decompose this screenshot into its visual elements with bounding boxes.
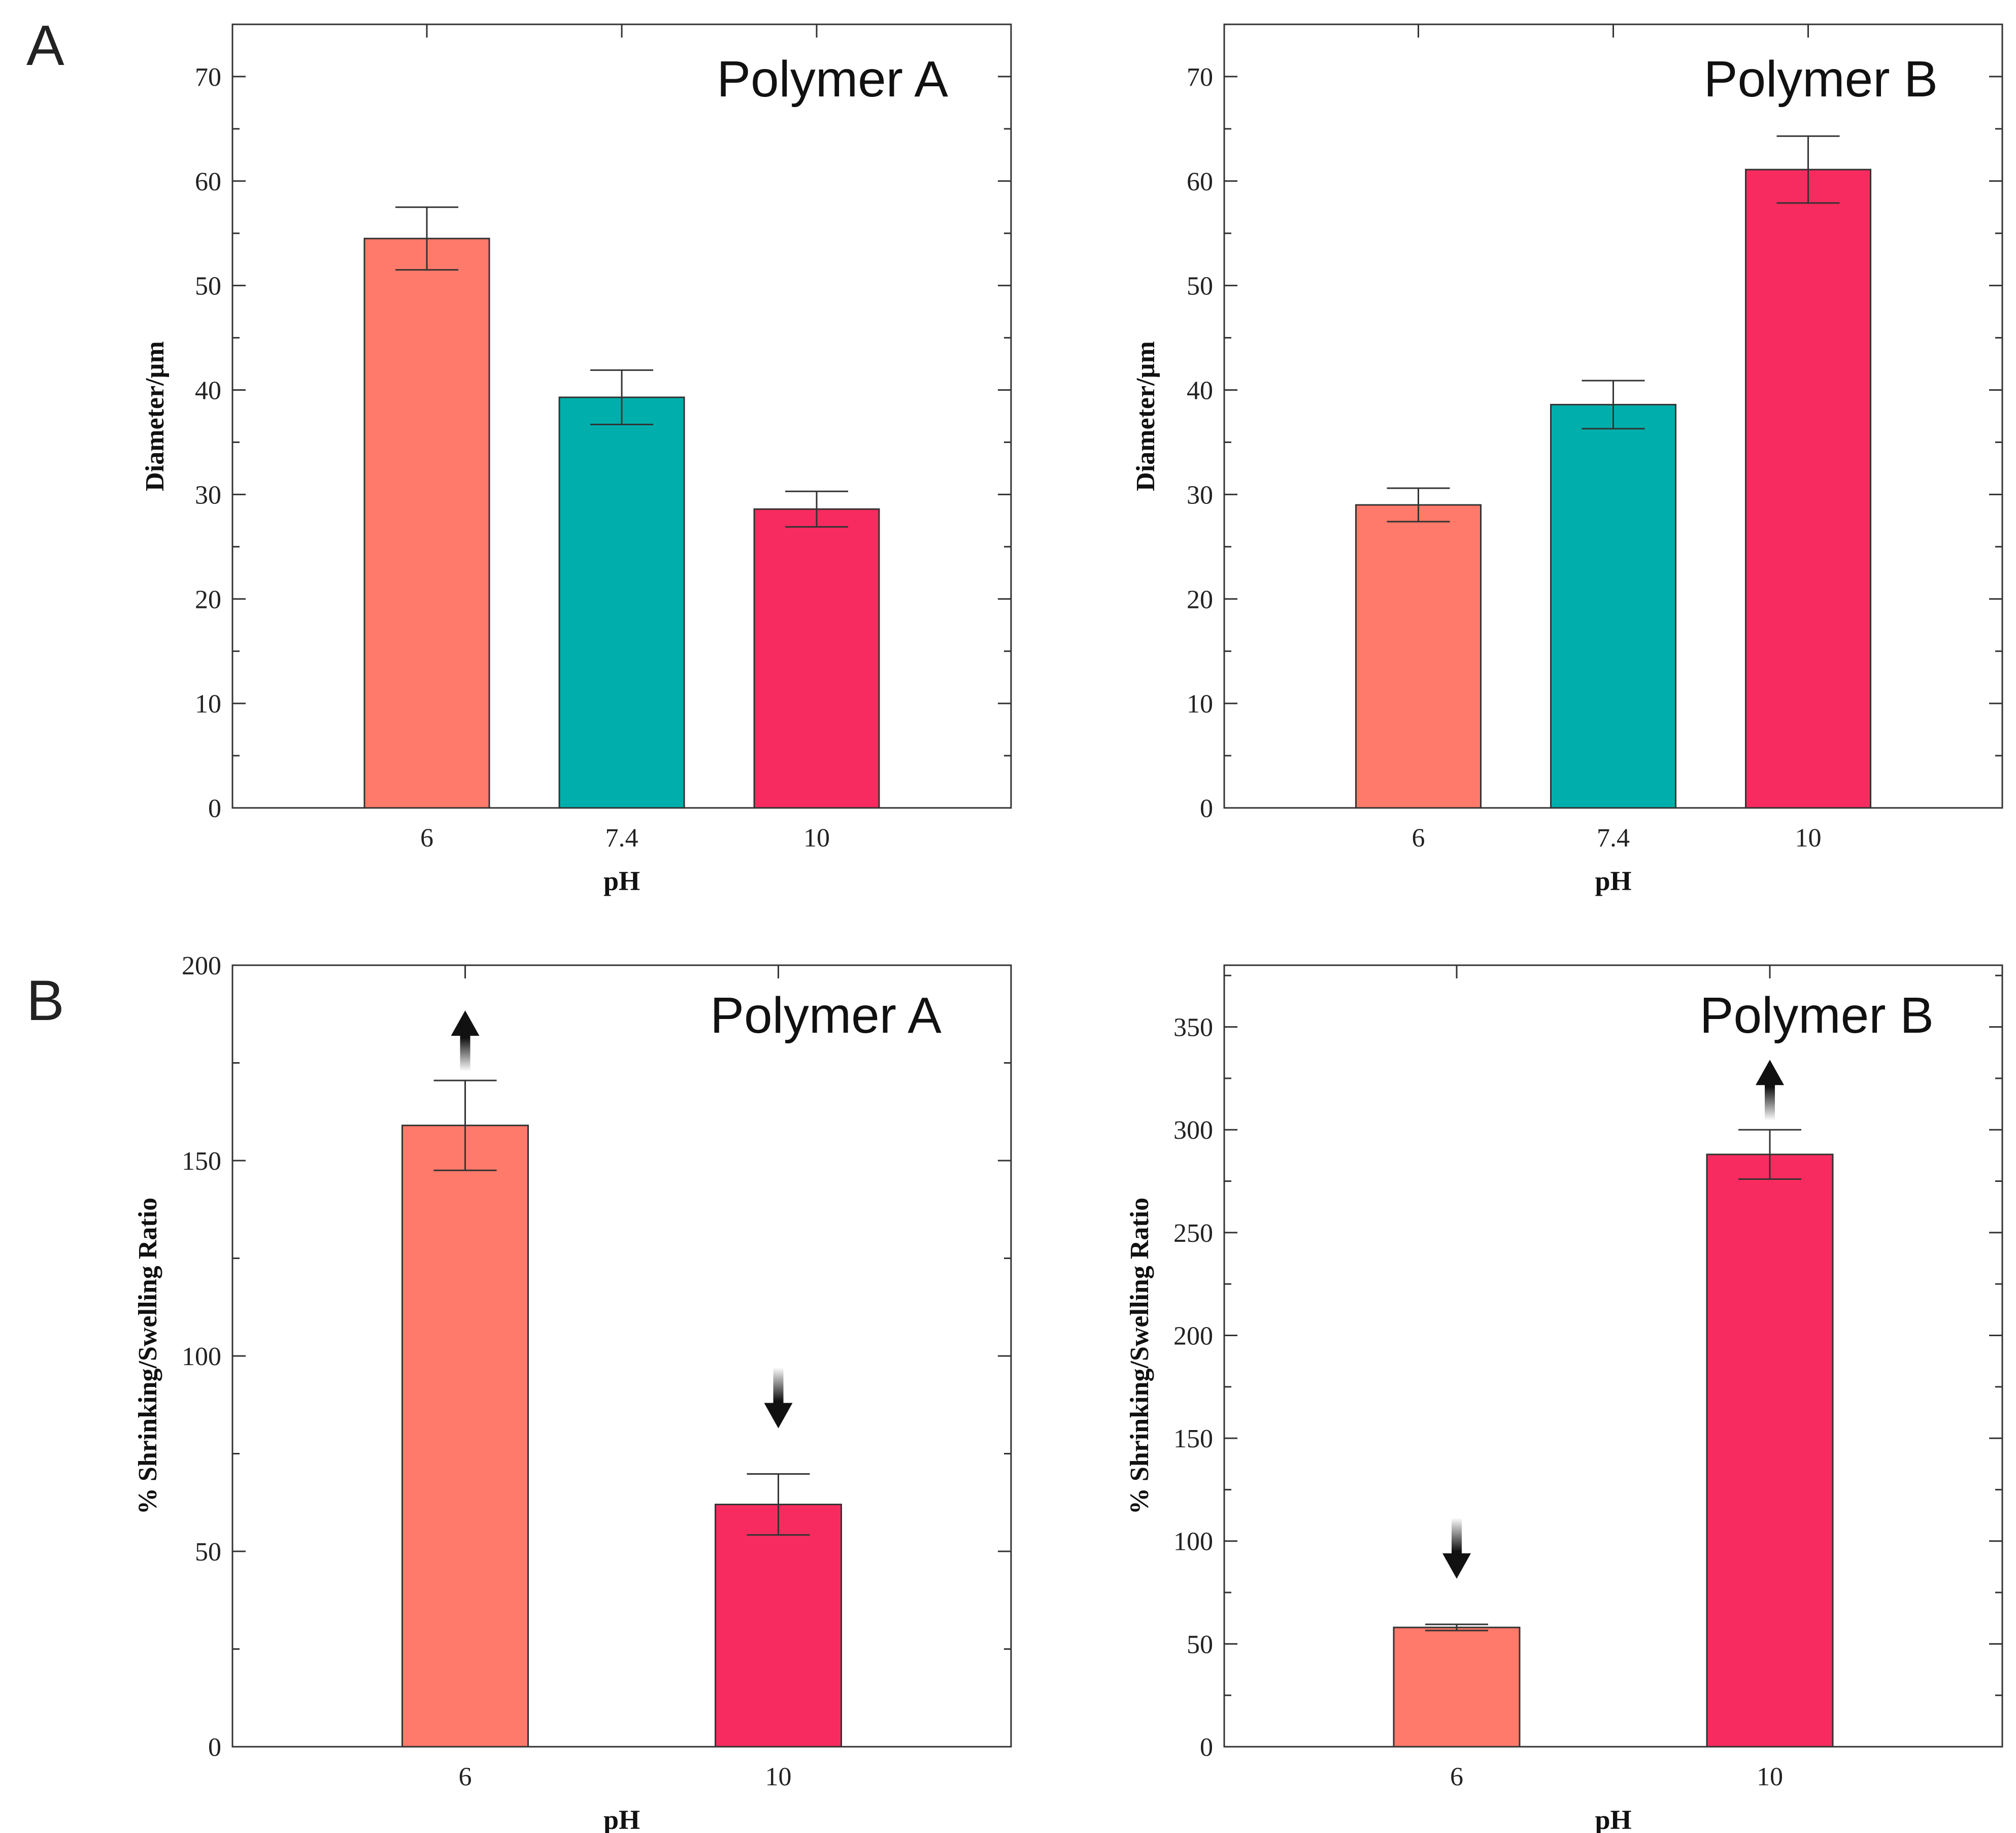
y-tick-label: 60 — [1187, 167, 1213, 196]
y-tick-label: 100 — [1173, 1528, 1213, 1556]
bar-ph-6 — [1355, 504, 1482, 809]
bar-ph-10 — [1745, 168, 1871, 809]
error-bar — [785, 490, 848, 528]
chart-title: Polymer A — [710, 987, 942, 1044]
plot-frame — [231, 964, 1012, 1748]
x-tick-label: 10 — [1795, 824, 1822, 853]
error-bar — [1387, 487, 1450, 523]
y-tick-label: 30 — [195, 481, 221, 510]
shrinking-arrow-down-icon — [764, 1367, 793, 1429]
x-axis-label: pH — [603, 1805, 640, 1833]
y-tick-label: 200 — [1173, 1321, 1213, 1350]
chart-title: Polymer B — [1700, 987, 1934, 1044]
y-axis-label: Diameter/µm — [141, 341, 170, 491]
y-tick-label: 0 — [1200, 1733, 1213, 1762]
bar-ph-10 — [715, 1504, 842, 1748]
error-bar — [1425, 1623, 1488, 1632]
bar-ph-6 — [1393, 1626, 1521, 1748]
y-axis-label: Diameter/µm — [1131, 341, 1160, 491]
x-tick-label: 10 — [803, 824, 830, 853]
y-tick-label: 200 — [182, 952, 221, 980]
y-tick-label: 150 — [182, 1147, 221, 1176]
x-axis-label: pH — [1595, 866, 1631, 896]
x-tick-label: 10 — [1757, 1762, 1783, 1791]
y-tick-label: 350 — [1173, 1013, 1213, 1042]
y-tick-label: 10 — [1187, 690, 1213, 719]
chart-diameter-polymer-b: 0 10 20 30 40 50 60 70 6 7.4 10 Polymer B pH Diameter… — [1131, 23, 2003, 896]
x-tick-label: 10 — [765, 1762, 792, 1791]
y-tick-label: 250 — [1173, 1219, 1213, 1248]
chart-ratio-polymer-a: 0 50 100 150 200 6 10 Polymer A pH % Shrinking/Sw… — [133, 952, 1012, 1833]
bar-ph-6 — [363, 237, 490, 809]
x-axis-label: pH — [603, 866, 640, 896]
chart-title: Polymer A — [717, 51, 948, 108]
y-tick-label: 60 — [195, 167, 221, 196]
chart-ratio-polymer-b: 0 50 100 150 200 250 300 350 6 10 Polymer B pH % Shr… — [1125, 964, 2003, 1833]
y-tick-label: 50 — [1187, 1630, 1213, 1659]
y-tick-label: 50 — [195, 272, 221, 301]
y-tick-label: 40 — [195, 377, 221, 405]
x-tick-label: 6 — [420, 824, 433, 853]
y-tick-label: 70 — [1187, 63, 1213, 92]
x-tick-label: 6 — [459, 1762, 472, 1791]
chart-title: Polymer B — [1704, 51, 1938, 108]
y-tick-label: 50 — [1187, 272, 1213, 301]
x-tick-label: 6 — [1412, 824, 1425, 853]
plot-frame — [1223, 964, 2003, 1748]
y-tick-label: 0 — [208, 1733, 221, 1762]
y-axis-label: % Shrinking/Swelling Ratio — [133, 1198, 162, 1514]
x-tick-label: 7.4 — [1597, 824, 1630, 853]
chart-diameter-polymer-a: 0 10 20 30 40 50 60 70 6 7.4 10 Polymer A pH Diameter… — [141, 23, 1012, 896]
y-tick-label: 40 — [1187, 377, 1213, 405]
error-bar — [1738, 1129, 1801, 1180]
bar-ph-10 — [1706, 1153, 1834, 1748]
panel-label-b: B — [26, 969, 64, 1032]
shrinking-arrow-down-icon — [1442, 1517, 1471, 1579]
error-bar — [433, 1079, 497, 1171]
x-tick-label: 7.4 — [606, 824, 639, 853]
y-tick-label: 10 — [195, 690, 221, 719]
bar-ph-7-4 — [558, 396, 685, 809]
error-bar — [1582, 380, 1645, 430]
swelling-arrow-up-icon — [451, 1010, 480, 1072]
error-bar — [395, 206, 458, 271]
error-bar — [1776, 135, 1840, 204]
y-tick-label: 300 — [1173, 1116, 1213, 1145]
error-bar — [590, 369, 653, 425]
y-tick-label: 0 — [208, 794, 221, 823]
bar-ph-10 — [753, 508, 880, 809]
x-tick-label: 6 — [1450, 1762, 1463, 1791]
y-tick-label: 20 — [195, 585, 221, 614]
y-tick-label: 150 — [1173, 1424, 1213, 1453]
y-tick-label: 50 — [195, 1538, 221, 1567]
y-tick-label: 20 — [1187, 585, 1213, 614]
x-axis-label: pH — [1595, 1805, 1631, 1833]
bar-ph-6 — [401, 1125, 529, 1748]
y-tick-label: 30 — [1187, 481, 1213, 510]
swelling-arrow-up-icon — [1756, 1060, 1784, 1121]
panel-label-a: A — [26, 14, 64, 77]
y-axis-label: % Shrinking/Swelling Ratio — [1125, 1198, 1154, 1514]
error-bar — [747, 1473, 810, 1536]
y-tick-label: 0 — [1200, 794, 1213, 823]
y-tick-label: 70 — [195, 63, 221, 92]
bar-ph-7-4 — [1550, 403, 1676, 809]
y-tick-label: 100 — [182, 1342, 221, 1371]
